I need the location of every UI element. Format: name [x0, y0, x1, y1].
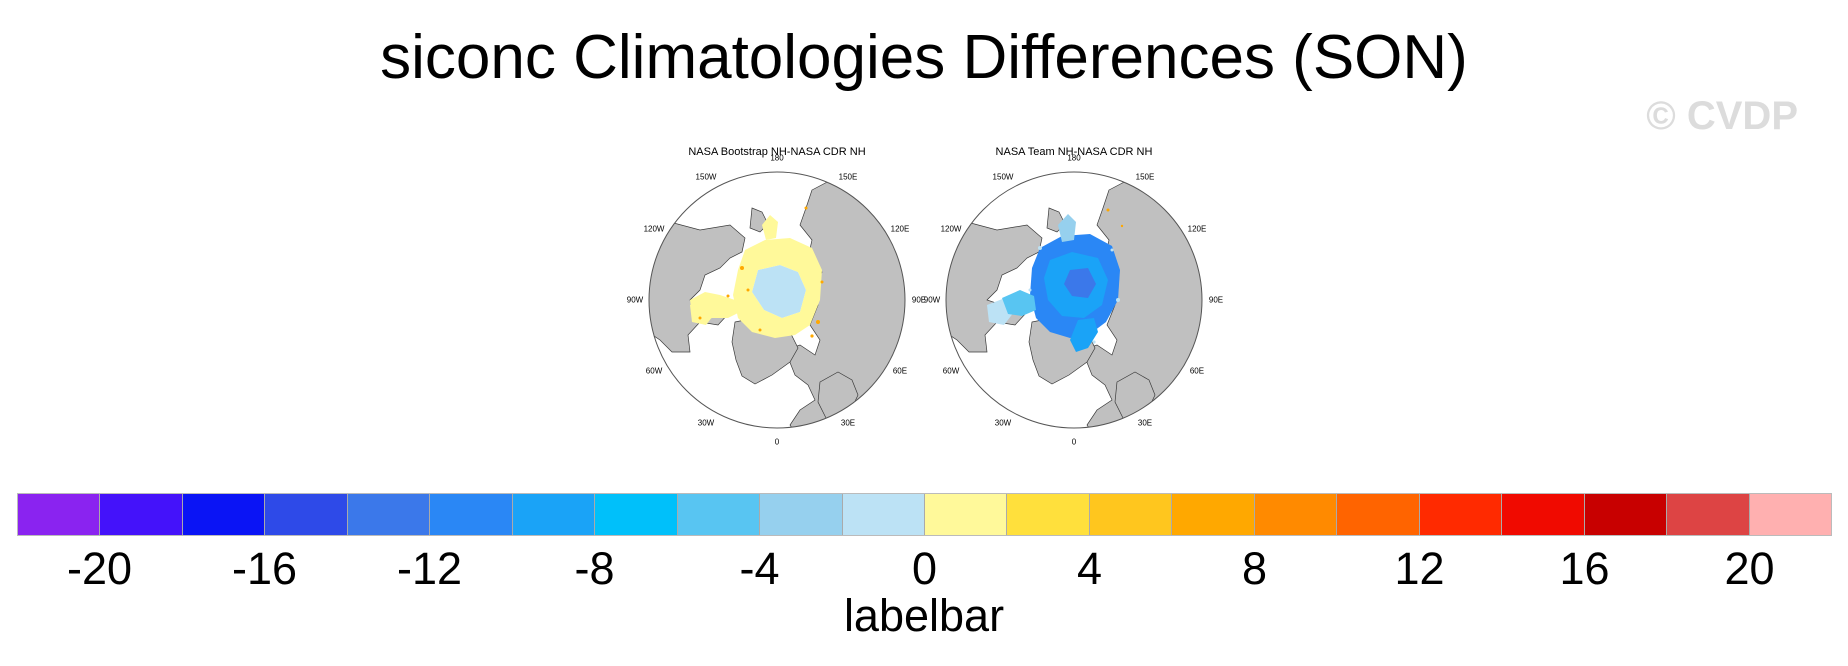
- labelbar-box-18: [1502, 494, 1585, 535]
- lon-label: 60W: [645, 366, 663, 376]
- ice-diff-edges-2: [1028, 246, 1120, 344]
- labelbar-box-21: [1749, 494, 1831, 535]
- labelbar-tick-label: -12: [396, 543, 463, 594]
- labelbar-box-6: [512, 494, 596, 535]
- lon-label: 30W: [994, 418, 1012, 428]
- lon-label: 120E: [890, 224, 910, 234]
- lon-label: 0: [774, 437, 780, 447]
- ice-diff-tongue-2: [1070, 318, 1098, 352]
- labelbar-box-4: [347, 494, 431, 535]
- labelbar-tick-label: 16: [1559, 543, 1610, 594]
- map-border-2: [945, 171, 1203, 429]
- ice-diff-bering-2: [1058, 214, 1076, 242]
- labelbar-box-3: [265, 494, 348, 535]
- labelbar-title: labelbar: [843, 590, 1005, 641]
- lon-label: 0: [1071, 437, 1077, 447]
- ice-diff-core-1: [752, 265, 806, 318]
- labelbar-box-2: [182, 494, 266, 535]
- lon-label: 90W: [923, 295, 941, 305]
- labelbar-tick-label: -4: [739, 543, 780, 594]
- lon-label: 90E: [911, 295, 927, 305]
- lon-label: 150E: [838, 172, 858, 182]
- lon-label: 180: [1067, 153, 1081, 163]
- labelbar-box-7: [595, 494, 678, 535]
- labelbar-box-17: [1419, 494, 1503, 535]
- page-title: siconc Climatologies Differences (SON): [380, 23, 1468, 92]
- lon-label: 30E: [1137, 418, 1153, 428]
- lon-label: 150W: [695, 172, 717, 182]
- labelbar-box-1: [100, 494, 183, 535]
- lon-label: 150W: [992, 172, 1014, 182]
- watermark: © CVDP: [1646, 94, 1798, 138]
- lon-label: 30E: [840, 418, 856, 428]
- lon-label: 150E: [1135, 172, 1155, 182]
- ice-diff-ring-1: [733, 238, 822, 338]
- labelbar-box-13: [1089, 494, 1173, 535]
- panel-title-1: NASA Bootstrap NH-NASA CDR NH: [688, 146, 866, 158]
- labelbar-tick-label: 20: [1724, 543, 1775, 594]
- map-border-1: [648, 171, 906, 429]
- labelbar-box-10: [842, 494, 925, 535]
- labelbar-box-11: [924, 494, 1008, 535]
- labelbar-tick-label: 12: [1394, 543, 1445, 594]
- lon-label: 120W: [940, 224, 962, 234]
- ice-diff-bering-1: [762, 215, 778, 240]
- labelbar-box-9: [760, 494, 843, 535]
- land-eurasia-1: [784, 177, 905, 428]
- labelbar-box-12: [1007, 494, 1090, 535]
- lon-label: 60E: [892, 366, 908, 376]
- lon-label: 30W: [697, 418, 715, 428]
- lon-label: 90W: [626, 295, 644, 305]
- lon-label: 90E: [1208, 295, 1224, 305]
- labelbar: [17, 493, 1832, 536]
- polar-map-1: [648, 171, 906, 429]
- labelbar-box-20: [1667, 494, 1750, 535]
- lon-label: 60E: [1189, 366, 1205, 376]
- lon-label: 120W: [643, 224, 665, 234]
- labelbar-box-16: [1337, 494, 1420, 535]
- labelbar-box-5: [430, 494, 513, 535]
- ice-diff-edges-1: [698, 206, 824, 338]
- labelbar-tick-label: -20: [66, 543, 133, 594]
- ice-diff-specks-2: [1106, 208, 1124, 228]
- labelbar-box-0: [18, 494, 101, 535]
- labelbar-tick-label: -16: [231, 543, 298, 594]
- ice-diff-hudson-1: [690, 300, 716, 325]
- labelbar-tick-label: 4: [1076, 543, 1103, 594]
- labelbar-tick-label: 0: [911, 543, 938, 594]
- lon-label: 120E: [1187, 224, 1207, 234]
- lon-label: 60W: [942, 366, 960, 376]
- panel-title-2: NASA Team NH-NASA CDR NH: [995, 146, 1153, 158]
- polar-map-2: [945, 171, 1203, 429]
- labelbar-box-15: [1254, 494, 1338, 535]
- labelbar-tick-label: -8: [574, 543, 615, 594]
- ice-diff-canada-2: [1002, 290, 1036, 316]
- labelbar-tick-label: 8: [1241, 543, 1268, 594]
- labelbar-box-19: [1584, 494, 1668, 535]
- labelbar-box-14: [1172, 494, 1255, 535]
- lon-label: 180: [770, 153, 784, 163]
- labelbar-box-8: [677, 494, 761, 535]
- ice-diff-core-2: [1064, 268, 1096, 298]
